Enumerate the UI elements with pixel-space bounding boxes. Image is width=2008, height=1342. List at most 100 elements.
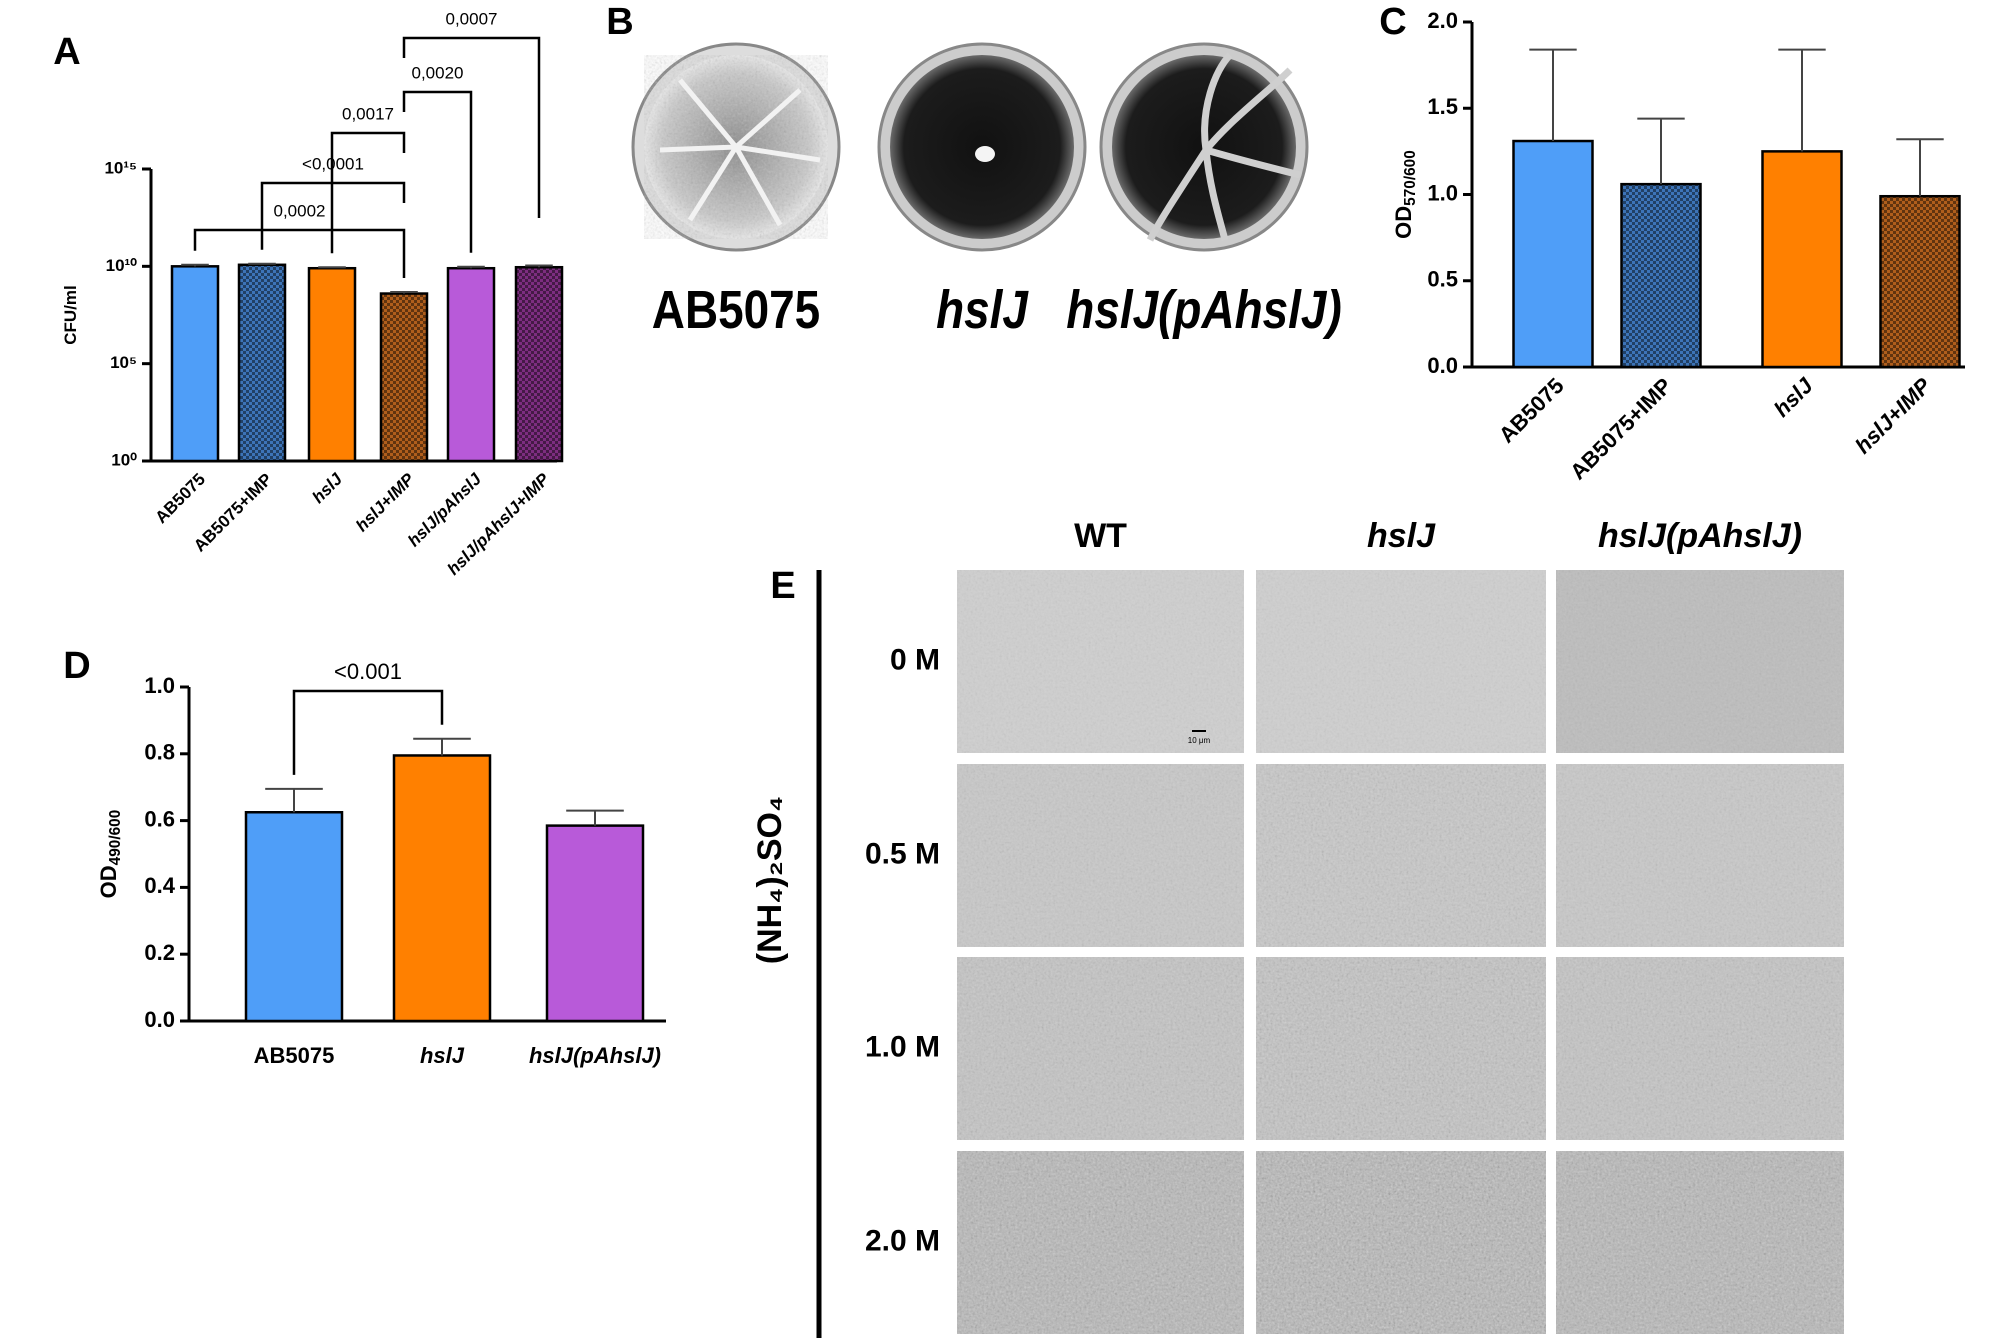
y-tick-label: 0.6 bbox=[144, 806, 175, 831]
bar bbox=[545, 824, 645, 1023]
error-bar bbox=[566, 809, 624, 826]
x-tick-label: AB5075 bbox=[151, 470, 209, 528]
y-tick-label: 0.4 bbox=[144, 873, 175, 898]
micrograph-texture bbox=[1256, 764, 1546, 947]
y-tick-label: 10¹⁰ bbox=[106, 256, 138, 275]
micrograph-texture bbox=[1556, 764, 1844, 947]
x-tick-label: hslJ+IMP bbox=[352, 469, 418, 535]
y-axis-label: OD570/600 bbox=[1391, 150, 1419, 239]
plate-label: AB5075 bbox=[652, 280, 820, 340]
bar-hatch bbox=[1621, 184, 1701, 367]
y-axis-label-sub: 570/600 bbox=[1402, 150, 1419, 206]
y-tick-label: 0.2 bbox=[144, 940, 175, 965]
row-label: 0 M bbox=[890, 643, 940, 676]
colony bbox=[975, 146, 995, 162]
error-bar bbox=[1529, 48, 1577, 142]
x-tick-label: AB5075+IMP bbox=[1565, 373, 1677, 485]
micrograph-texture bbox=[1556, 1151, 1844, 1334]
x-tick-label: hslJ bbox=[309, 469, 347, 507]
bar bbox=[307, 266, 357, 463]
error-bar bbox=[181, 263, 209, 267]
plate-images bbox=[631, 42, 1309, 252]
y-axis-label-main: CFU/ml bbox=[61, 285, 80, 345]
x-tick-label: hslJ bbox=[1769, 372, 1818, 421]
row-label: 1.0 M bbox=[865, 1030, 940, 1063]
error-bar bbox=[525, 264, 553, 268]
y-tick-label: 10⁵ bbox=[110, 353, 137, 372]
bar bbox=[446, 266, 496, 463]
significance-bracket bbox=[402, 36, 541, 218]
y-axis-label-main: OD bbox=[96, 865, 121, 898]
significance-label: 0,0002 bbox=[274, 201, 326, 220]
micrograph-texture bbox=[957, 1151, 1244, 1334]
error-bar bbox=[318, 266, 346, 269]
y-tick-label: 10⁰ bbox=[111, 450, 137, 469]
bar-hatch bbox=[1880, 196, 1960, 367]
scale-bar-label: 10 μm bbox=[1188, 736, 1211, 745]
y-tick-label: 0.0 bbox=[1427, 353, 1458, 378]
plate-label: hslJ bbox=[936, 280, 1029, 340]
bar-hatch bbox=[381, 293, 427, 461]
y-tick-label: 0.5 bbox=[1427, 267, 1458, 292]
micrograph-texture bbox=[957, 764, 1244, 947]
y-tick-label: 10¹⁵ bbox=[104, 158, 137, 177]
y-axis-label-sub: 490/600 bbox=[107, 810, 124, 866]
y-tick-label: 0.0 bbox=[144, 1007, 175, 1032]
x-tick-label: hslJ(pAhslJ) bbox=[529, 1043, 661, 1068]
significance-label: 0,0020 bbox=[412, 63, 464, 82]
y-tick-label: 2.0 bbox=[1427, 8, 1458, 33]
x-tick-label: AB5075 bbox=[254, 1043, 335, 1068]
panel-letter: B bbox=[606, 1, 633, 43]
x-tick-label: hslJ bbox=[420, 1043, 465, 1068]
column-label: WT bbox=[1074, 517, 1127, 555]
y-axis-label: OD490/600 bbox=[96, 810, 124, 899]
micrograph-texture bbox=[1256, 570, 1546, 753]
y-tick-label: 1.5 bbox=[1427, 94, 1458, 119]
plate-streaks bbox=[1146, 52, 1301, 242]
y-tick-label: 1.0 bbox=[1427, 180, 1458, 205]
y-tick-label: 0.8 bbox=[144, 740, 175, 765]
y-axis-label: CFU/ml bbox=[61, 285, 80, 345]
plate-streaks bbox=[659, 78, 821, 227]
significance-bracket bbox=[330, 131, 406, 254]
micrograph-texture bbox=[1556, 957, 1844, 1140]
bar bbox=[244, 811, 344, 1023]
panel-letter: E bbox=[770, 565, 795, 607]
panel-letter: C bbox=[1379, 1, 1406, 43]
column-label: hslJ bbox=[1367, 517, 1436, 555]
bar bbox=[1761, 150, 1843, 369]
column-label: hslJ(pAhslJ) bbox=[1598, 517, 1802, 555]
panel-letter: A bbox=[53, 31, 80, 73]
error-bar bbox=[413, 737, 471, 756]
x-tick-label: AB5075 bbox=[1494, 373, 1569, 448]
y-axis-label-main: OD bbox=[1391, 206, 1416, 239]
bar-hatch bbox=[516, 267, 562, 461]
error-bar bbox=[1896, 138, 1944, 197]
row-axis-label: (NH₄)₂SO₄ bbox=[751, 796, 789, 964]
error-bar bbox=[1778, 48, 1826, 152]
significance-label: 0,0007 bbox=[446, 9, 498, 28]
micrograph-texture bbox=[1256, 1151, 1546, 1334]
plate-label: hslJ(pAhslJ) bbox=[1066, 280, 1341, 340]
error-bar bbox=[390, 291, 418, 294]
significance-label: <0.001 bbox=[334, 659, 402, 684]
bar bbox=[1512, 139, 1594, 369]
microscopy-grid bbox=[957, 570, 1844, 1334]
significance-label: 0,0017 bbox=[342, 104, 394, 123]
error-bar bbox=[457, 265, 485, 269]
bar bbox=[392, 754, 492, 1023]
micrograph-texture bbox=[957, 570, 1244, 753]
row-label: 2.0 M bbox=[865, 1224, 940, 1257]
significance-bracket bbox=[193, 228, 406, 279]
y-tick-label: 1.0 bbox=[144, 673, 175, 698]
x-tick-label: hslJ+IMP bbox=[1850, 373, 1936, 459]
bar bbox=[170, 265, 220, 463]
error-bar bbox=[248, 262, 276, 265]
significance-bracket bbox=[292, 689, 444, 775]
micrograph-texture bbox=[1256, 957, 1546, 1140]
error-bar bbox=[265, 787, 323, 813]
panel-letter: D bbox=[63, 645, 90, 687]
micrograph-texture bbox=[957, 957, 1244, 1140]
row-label: 0.5 M bbox=[865, 837, 940, 870]
